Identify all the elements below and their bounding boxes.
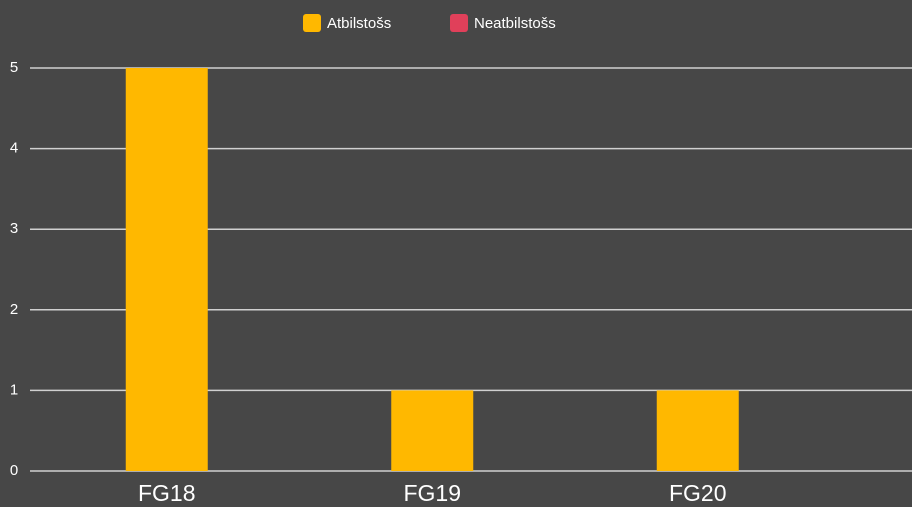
y-tick-label: 1 <box>10 381 18 398</box>
y-tick-label: 0 <box>10 462 18 479</box>
y-tick-label: 5 <box>10 59 18 76</box>
x-tick-label: FG18 <box>138 480 196 506</box>
y-tick-label: 3 <box>10 220 18 237</box>
x-tick-label: FG19 <box>403 480 461 506</box>
bar <box>125 68 208 471</box>
bar <box>656 390 739 471</box>
y-tick-label: 2 <box>10 301 18 318</box>
legend-swatch <box>303 14 321 32</box>
y-tick-label: 4 <box>10 140 18 157</box>
x-tick-label: FG20 <box>669 480 727 506</box>
legend-label: Atbilstošs <box>327 15 391 32</box>
legend-swatch <box>450 14 468 32</box>
legend-label: Neatbilstošs <box>474 15 556 32</box>
bar <box>391 390 474 471</box>
